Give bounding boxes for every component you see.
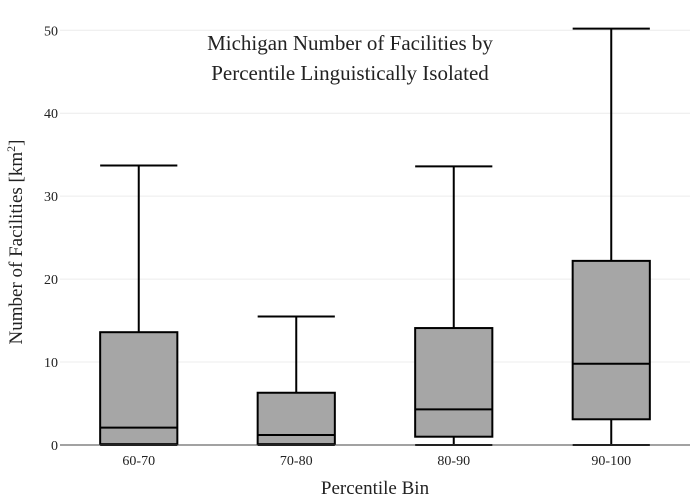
box-90-100 — [571, 27, 651, 446]
chart-title-line-2: Percentile Linguistically Isolated — [211, 61, 489, 85]
y-tick-label: 0 — [51, 439, 58, 454]
box-series — [99, 27, 651, 446]
box-80-90 — [414, 165, 494, 446]
y-axis-unit: [km — [6, 152, 27, 183]
iqr-box — [99, 331, 179, 446]
y-tick-label: 10 — [44, 356, 58, 371]
box-70-80 — [256, 315, 336, 446]
y-axis-title: Number of Facilities [km2] — [4, 140, 27, 345]
y-axis-unit-close: ] — [6, 140, 27, 146]
y-tick-label: 50 — [44, 24, 58, 39]
y-tick-labels: 0 10 20 30 40 50 — [44, 24, 58, 454]
y-tick-label: 20 — [44, 273, 58, 288]
x-axis-title: Percentile Bin — [321, 478, 430, 499]
x-tick-label: 90-100 — [591, 454, 631, 469]
x-tick-labels: 60-70 70-80 80-90 90-100 — [122, 454, 631, 469]
x-tick-label: 80-90 — [437, 454, 470, 469]
iqr-box — [414, 327, 494, 438]
y-axis-unit-superscript: 2 — [4, 146, 18, 152]
iqr-box — [256, 391, 336, 446]
x-tick-label: 60-70 — [122, 454, 155, 469]
box-60-70 — [99, 164, 179, 446]
y-tick-label: 40 — [44, 107, 58, 122]
iqr-box — [571, 259, 651, 421]
chart-title-line-1: Michigan Number of Facilities by — [207, 31, 493, 55]
y-axis-title-text: Number of Facilities — [6, 187, 27, 344]
y-tick-label: 30 — [44, 190, 58, 205]
x-tick-label: 70-80 — [280, 454, 313, 469]
